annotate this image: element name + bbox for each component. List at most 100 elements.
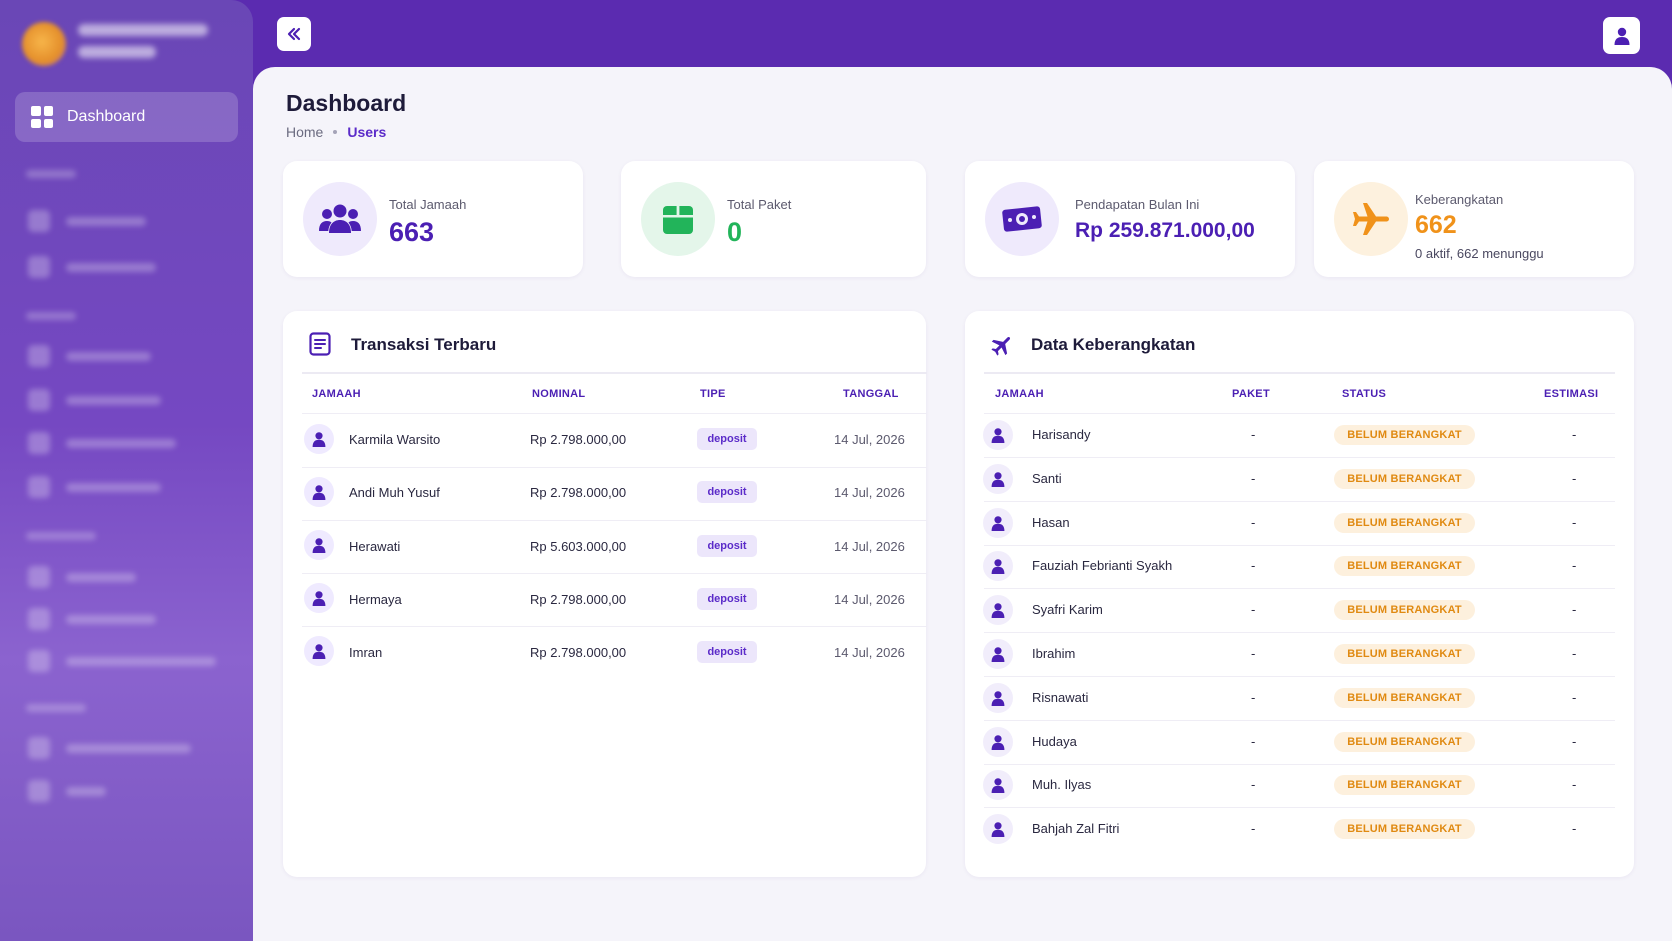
sidebar-item-blurred[interactable] — [0, 210, 253, 232]
tipe-badge: deposit — [697, 481, 757, 503]
cell-nominal: Rp 2.798.000,00 — [530, 645, 627, 660]
cell-estimasi: - — [1572, 427, 1577, 442]
user-icon — [983, 814, 1013, 845]
user-icon — [983, 726, 1013, 757]
row-divider — [984, 500, 1615, 502]
sidebar-section-blurred — [0, 312, 253, 320]
column-header-paket: PAKET — [1232, 388, 1270, 400]
sidebar-section-blurred — [0, 532, 253, 540]
user-icon — [1614, 27, 1629, 45]
status-badge: BELUM BERANGKAT — [1334, 644, 1475, 664]
row-divider — [984, 763, 1615, 765]
stat-card-pendapatan: Pendapatan Bulan Ini Rp 259.871.000,00 — [965, 161, 1295, 277]
document-icon — [309, 332, 331, 356]
row-divider — [984, 807, 1615, 809]
cell-jamaah: Harisandy — [1032, 427, 1091, 442]
sidebar-item-dashboard[interactable]: Dashboard — [15, 92, 238, 142]
cell-jamaah: Andi Muh Yusuf — [349, 485, 440, 500]
user-icon — [983, 463, 1013, 494]
row-divider — [302, 413, 927, 414]
column-header-status: STATUS — [1342, 388, 1387, 400]
divider — [302, 372, 927, 374]
cell-estimasi: - — [1572, 777, 1577, 793]
cell-jamaah: Karmila Warsito — [349, 432, 441, 447]
row-divider — [984, 632, 1615, 634]
tipe-badge: deposit — [697, 535, 757, 557]
cell-jamaah: Hudaya — [1032, 733, 1077, 749]
stat-label: Pendapatan Bulan Ini — [1075, 197, 1200, 212]
status-badge: BELUM BERANGKAT — [1334, 687, 1475, 708]
cell-estimasi: - — [1572, 733, 1577, 749]
row-divider — [302, 520, 927, 521]
cell-jamaah: Bahjah Zal Fitri — [1032, 821, 1120, 837]
row-divider — [302, 573, 927, 574]
cell-jamaah: Santi — [1032, 470, 1062, 486]
sidebar-item-blurred[interactable] — [0, 608, 253, 630]
box-icon — [641, 182, 715, 256]
breadcrumb-home-link[interactable]: Home — [286, 124, 324, 140]
sidebar-item-blurred[interactable] — [0, 566, 253, 588]
user-icon — [983, 770, 1013, 801]
sidebar-item-blurred[interactable] — [0, 650, 253, 672]
stat-label: Keberangkatan — [1415, 192, 1504, 207]
app-brand-blurred — [78, 24, 208, 68]
panel-title: Data Keberangkatan — [1031, 335, 1196, 354]
sidebar-item-blurred[interactable] — [0, 476, 253, 498]
tipe-badge: deposit — [697, 428, 757, 450]
cell-paket: - — [1251, 558, 1256, 574]
sidebar-item-blurred[interactable] — [0, 780, 253, 802]
user-menu-button[interactable] — [1603, 17, 1640, 54]
cell-paket: - — [1251, 514, 1256, 530]
cell-paket: - — [1251, 646, 1256, 661]
user-icon — [983, 682, 1013, 713]
sidebar-section-blurred — [0, 704, 253, 712]
status-badge: BELUM BERANGKAT — [1334, 775, 1475, 796]
row-divider — [302, 626, 927, 627]
stat-card-total-paket: Total Paket 0 — [621, 161, 926, 277]
stat-value: 662 — [1415, 211, 1457, 239]
column-header-jamaah: JAMAAH — [312, 388, 361, 400]
app-logo — [22, 22, 66, 66]
breadcrumb-current: Users — [347, 124, 387, 140]
tipe-badge: deposit — [697, 588, 757, 610]
cell-paket: - — [1251, 427, 1256, 442]
cell-tanggal: 14 Jul, 2026 — [834, 539, 905, 554]
user-icon — [304, 530, 334, 560]
cell-tanggal: 14 Jul, 2026 — [834, 485, 905, 500]
sidebar-collapse-button[interactable] — [277, 17, 311, 51]
cell-nominal: Rp 2.798.000,00 — [530, 592, 627, 607]
cell-jamaah: Imran — [349, 645, 383, 660]
cell-jamaah: Hermaya — [349, 592, 402, 607]
main-content: Dashboard Home Users Total Jamaah 663 — [253, 67, 1672, 941]
row-divider — [984, 413, 1615, 414]
status-badge: BELUM BERANGKAT — [1334, 468, 1475, 489]
stat-label: Total Paket — [727, 197, 792, 212]
sidebar-item-label: Dashboard — [67, 108, 146, 125]
page-title: Dashboard — [286, 90, 407, 116]
sidebar-item-blurred[interactable] — [0, 256, 253, 278]
stat-subtext: 0 aktif, 662 menunggu — [1415, 246, 1544, 261]
sidebar-item-blurred[interactable] — [0, 389, 253, 411]
user-icon — [983, 595, 1013, 626]
cell-estimasi: - — [1572, 646, 1577, 661]
cell-tanggal: 14 Jul, 2026 — [834, 645, 905, 660]
user-icon — [304, 583, 334, 613]
user-icon — [983, 639, 1013, 669]
row-divider — [302, 467, 927, 468]
sidebar-item-blurred[interactable] — [0, 432, 253, 454]
airplane-icon — [1334, 182, 1408, 256]
cell-jamaah: Muh. Ilyas — [1032, 777, 1092, 793]
stat-value: Rp 259.871.000,00 — [1075, 219, 1255, 242]
cell-jamaah: Fauziah Febrianti Syakh — [1032, 558, 1173, 574]
sidebar-item-blurred[interactable] — [0, 345, 253, 367]
row-divider — [984, 719, 1615, 721]
status-badge: BELUM BERANGKAT — [1334, 600, 1475, 621]
sidebar-item-blurred[interactable] — [0, 737, 253, 759]
panel-title: Transaksi Terbaru — [351, 335, 497, 354]
column-header-nominal: NOMINAL — [532, 388, 586, 400]
cell-paket: - — [1251, 470, 1256, 486]
status-badge: BELUM BERANGKAT — [1334, 512, 1475, 533]
column-header-estimasi: ESTIMASI — [1544, 388, 1599, 400]
cell-jamaah: Risnawati — [1032, 689, 1089, 705]
row-divider — [984, 676, 1615, 677]
